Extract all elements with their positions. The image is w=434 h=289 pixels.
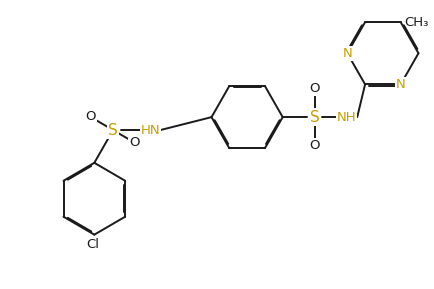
Text: O: O (309, 82, 319, 95)
Text: O: O (309, 139, 319, 152)
Text: Cl: Cl (85, 238, 99, 251)
Text: S: S (309, 110, 319, 125)
Text: NH: NH (336, 111, 355, 124)
Text: HN: HN (140, 124, 160, 137)
Text: CH₃: CH₃ (404, 16, 428, 29)
Text: N: N (342, 47, 352, 60)
Text: S: S (108, 123, 118, 138)
Text: O: O (128, 136, 139, 149)
Text: O: O (85, 110, 95, 123)
Text: N: N (395, 78, 404, 91)
